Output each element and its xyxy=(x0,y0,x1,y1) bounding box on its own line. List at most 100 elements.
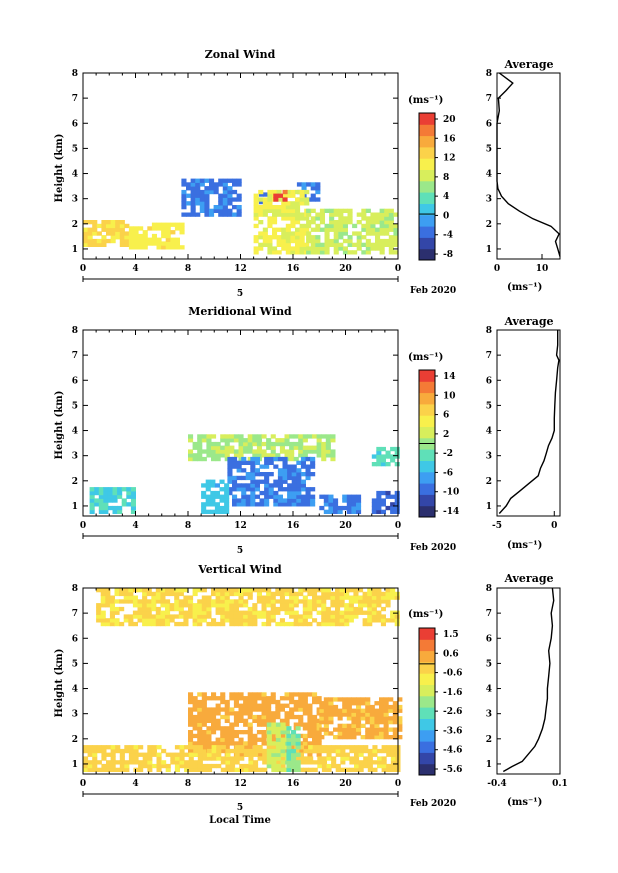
heatmap-cell xyxy=(151,606,157,612)
heatmap-cell xyxy=(106,752,112,757)
heatmap-cell xyxy=(310,250,316,255)
heatmap-cell xyxy=(250,483,256,488)
heatmap-cell xyxy=(224,591,230,597)
heatmap-cell xyxy=(342,505,348,511)
heatmap-cell xyxy=(369,712,375,717)
heatmap-cell xyxy=(342,731,348,736)
heatmap-cell xyxy=(92,756,98,761)
heatmap-cell xyxy=(206,438,212,443)
heatmap-cell xyxy=(206,707,212,712)
average-y-tick-label: 8 xyxy=(486,326,492,336)
heatmap-cell xyxy=(376,505,382,511)
vertical-wind-panel: Vertical Wind Average Height (km) (ms⁻¹)… xyxy=(54,563,568,826)
heatmap-cell xyxy=(232,178,238,183)
heatmap-cell xyxy=(197,692,203,697)
heatmap-cell xyxy=(210,498,216,503)
heatmap-cell xyxy=(298,767,304,772)
heatmap-cell xyxy=(130,498,136,503)
heatmap-cell xyxy=(374,712,380,717)
heatmap-cell xyxy=(310,197,316,202)
heatmap-cell xyxy=(284,621,290,627)
heatmap-cell xyxy=(241,483,247,488)
heatmap-cell xyxy=(348,599,354,604)
heatmap-cell xyxy=(190,178,196,183)
heatmap-cell xyxy=(267,205,273,210)
heatmap-cell xyxy=(128,237,134,242)
heatmap-cell xyxy=(243,767,249,772)
heatmap-cell xyxy=(197,614,203,619)
heatmap-cell xyxy=(277,494,283,499)
heatmap-cell xyxy=(243,748,249,754)
heatmap-cell xyxy=(186,186,192,191)
heatmap-cell xyxy=(335,763,341,769)
heatmap-cell xyxy=(293,714,299,720)
heatmap-cell xyxy=(207,763,213,769)
heatmap-cell xyxy=(184,752,190,757)
heatmap-cell xyxy=(96,614,102,619)
heatmap-cell xyxy=(109,595,115,600)
heatmap-cell xyxy=(286,752,292,757)
heatmap-cell xyxy=(254,502,260,507)
heatmap-cell xyxy=(190,197,196,202)
heatmap-cell xyxy=(184,767,190,772)
heatmap-cell xyxy=(247,711,253,716)
heatmap-cell xyxy=(273,494,279,499)
heatmap-cell xyxy=(151,599,157,604)
heatmap-cell xyxy=(245,498,251,503)
heatmap-cell xyxy=(315,212,321,217)
heatmap-cell xyxy=(100,603,106,608)
heatmap-cell xyxy=(250,479,256,484)
heatmap-cell xyxy=(247,733,253,739)
heatmap-cell xyxy=(351,720,357,725)
heatmap-cell xyxy=(365,220,371,225)
heatmap-cell xyxy=(279,618,285,623)
heatmap-cell xyxy=(147,767,153,772)
heatmap-cell xyxy=(114,618,120,623)
heatmap-cell xyxy=(233,714,239,720)
heatmap-cell xyxy=(233,621,239,627)
heatmap-cell xyxy=(369,727,375,732)
heatmap-cell xyxy=(365,708,371,713)
heatmap-cell xyxy=(319,708,325,713)
heatmap-cell xyxy=(250,464,256,469)
heatmap-cell xyxy=(312,588,318,593)
heatmap-cell xyxy=(380,595,386,600)
heatmap-cell xyxy=(130,494,136,499)
heatmap-cell xyxy=(247,696,253,701)
heatmap-cell xyxy=(315,186,321,191)
heatmap-cell xyxy=(330,449,336,454)
heatmap-cell xyxy=(224,737,230,742)
heatmap-cell xyxy=(388,250,394,255)
heatmap-cell xyxy=(374,720,380,725)
heatmap-cell xyxy=(261,718,267,723)
heatmap-cell xyxy=(275,726,281,731)
heatmap-cell xyxy=(261,741,267,746)
heatmap-cell xyxy=(296,479,302,484)
heatmap-cell xyxy=(220,445,226,450)
heatmap-cell xyxy=(374,723,380,728)
heatmap-cell xyxy=(293,441,299,447)
heatmap-cell xyxy=(128,748,134,754)
heatmap-cell xyxy=(270,714,276,720)
heatmap-cell xyxy=(275,722,281,727)
heatmap-cell xyxy=(213,186,219,191)
heatmap-cell xyxy=(397,735,403,740)
heatmap-cell xyxy=(383,704,389,710)
heatmap-cell xyxy=(227,475,233,481)
heatmap-cell xyxy=(275,707,281,712)
heatmap-cell xyxy=(101,235,107,240)
x-tick-label: 20 xyxy=(339,264,352,274)
heatmap-cell xyxy=(393,223,399,229)
heatmap-cell xyxy=(96,238,102,244)
heatmap-cell xyxy=(356,220,362,225)
heatmap-cell xyxy=(383,720,389,725)
heatmap-cell xyxy=(363,756,369,761)
heatmap-cell xyxy=(328,708,334,713)
heatmap-cell xyxy=(284,722,290,727)
heatmap-cell xyxy=(282,472,288,477)
heatmap-cell xyxy=(397,723,403,728)
heatmap-cell xyxy=(112,498,118,503)
heatmap-cell xyxy=(264,498,270,503)
heatmap-cell xyxy=(339,588,345,593)
heatmap-cell xyxy=(377,748,383,754)
